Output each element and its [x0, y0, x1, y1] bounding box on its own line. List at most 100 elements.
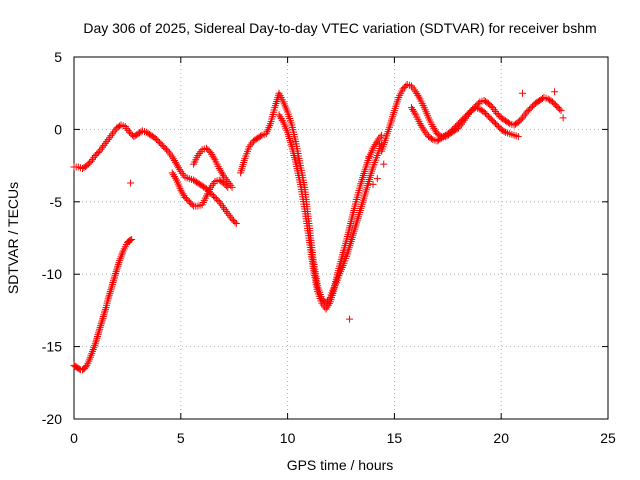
data-point — [519, 89, 527, 97]
data-point — [228, 215, 236, 223]
x-tick-label: 25 — [600, 430, 616, 446]
data-point-interp — [170, 172, 178, 180]
data-point-interp — [208, 150, 216, 158]
data-point-interp — [419, 125, 427, 133]
data-point-interp — [153, 136, 161, 144]
data-point-interp — [492, 120, 500, 128]
data-point-interp — [102, 305, 110, 313]
data-point-interp — [415, 93, 423, 101]
data-point-interp — [92, 336, 100, 344]
chart-title: Day 306 of 2025, Sidereal Day-to-day VTE… — [83, 20, 596, 36]
plot-frame — [73, 56, 609, 420]
data-point-interp — [494, 111, 502, 119]
data-point — [523, 108, 531, 116]
data-point-interp — [93, 150, 101, 158]
data-point-interp — [100, 309, 108, 317]
data-point-interp — [529, 102, 537, 110]
data-point-interp — [473, 101, 481, 109]
data-point-interp — [158, 141, 166, 149]
data-point-interp — [188, 201, 196, 209]
data-point — [106, 288, 114, 296]
data-point-interp — [490, 118, 498, 126]
data-point — [91, 151, 99, 159]
data-point — [228, 183, 236, 191]
data-point-interp — [93, 334, 101, 342]
data-point — [100, 311, 108, 319]
x-axis-label: GPS time / hours — [287, 457, 394, 473]
data-point-interp — [474, 99, 482, 107]
data-point-interp — [257, 132, 265, 140]
data-point-interp — [96, 323, 104, 331]
data-point-interp — [456, 118, 464, 126]
data-point-interp — [127, 130, 135, 138]
data-point-interp — [101, 307, 109, 315]
data-point-interp — [184, 196, 192, 204]
data-point — [369, 144, 377, 152]
data-point-interp — [276, 113, 284, 121]
data-point-interp — [414, 91, 422, 99]
data-point — [450, 124, 458, 132]
data-point-interp — [169, 155, 177, 163]
data-point-interp — [179, 190, 187, 198]
data-point-interp — [487, 115, 495, 123]
data-point-interp — [97, 320, 105, 328]
x-tick-label: 0 — [70, 430, 78, 446]
data-point-interp — [163, 146, 171, 154]
data-point-interp — [500, 127, 508, 135]
data-point — [83, 162, 91, 170]
data-point — [407, 104, 415, 112]
y-axis-label: SDTVAR / TECUs — [5, 182, 21, 294]
data-point-interp — [554, 104, 562, 112]
data-point — [322, 305, 330, 313]
data-point — [527, 104, 535, 112]
data-point-interp — [92, 338, 100, 346]
data-point-interp — [84, 160, 92, 168]
data-point-interp — [110, 277, 118, 285]
data-point — [111, 273, 119, 281]
data-point-interp — [97, 322, 105, 330]
x-tick-label: 5 — [177, 430, 185, 446]
data-point — [173, 160, 181, 168]
data-point — [380, 160, 388, 168]
data-point — [557, 107, 565, 115]
data-point — [378, 131, 386, 139]
data-point-interp — [427, 135, 435, 143]
data-point — [484, 99, 492, 107]
data-point — [96, 325, 104, 333]
data-point-interp — [231, 218, 239, 226]
data-point-interp — [413, 90, 421, 98]
data-point-interp — [171, 158, 179, 166]
data-point-interp — [449, 125, 457, 133]
data-point — [128, 235, 136, 243]
data-point-interp — [550, 99, 558, 107]
data-point-interp — [218, 170, 226, 178]
data-point — [91, 340, 99, 348]
data-point-interp — [487, 102, 495, 110]
data-point-interp — [411, 109, 419, 117]
data-point — [155, 138, 163, 146]
data-point-interp — [217, 168, 225, 176]
data-point-interp — [98, 316, 106, 324]
data-point-interp — [106, 289, 114, 297]
data-point — [412, 88, 420, 96]
data-point-interp — [372, 139, 380, 147]
data-point-interp — [216, 166, 224, 174]
data-point — [104, 295, 112, 303]
data-point-interp — [208, 191, 216, 199]
data-point-interp — [157, 140, 165, 148]
data-point — [514, 133, 522, 141]
y-tick-label: -20 — [42, 411, 62, 427]
data-point-interp — [105, 293, 113, 301]
data-point-interp — [371, 141, 379, 149]
data-point — [446, 128, 454, 136]
x-axis: 0 5 10 15 20 25 — [70, 57, 616, 446]
data-point-interp — [204, 146, 212, 154]
data-point — [416, 120, 424, 128]
data-point — [93, 332, 101, 340]
data-point-interp — [418, 123, 426, 131]
data-point-interp — [86, 159, 94, 167]
data-point-interp — [324, 301, 332, 309]
data-point — [463, 111, 471, 119]
data-point-interp — [210, 192, 218, 200]
